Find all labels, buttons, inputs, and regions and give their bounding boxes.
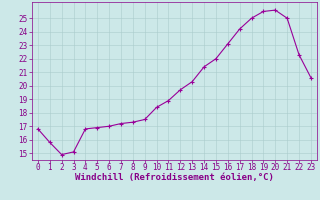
X-axis label: Windchill (Refroidissement éolien,°C): Windchill (Refroidissement éolien,°C) <box>75 173 274 182</box>
